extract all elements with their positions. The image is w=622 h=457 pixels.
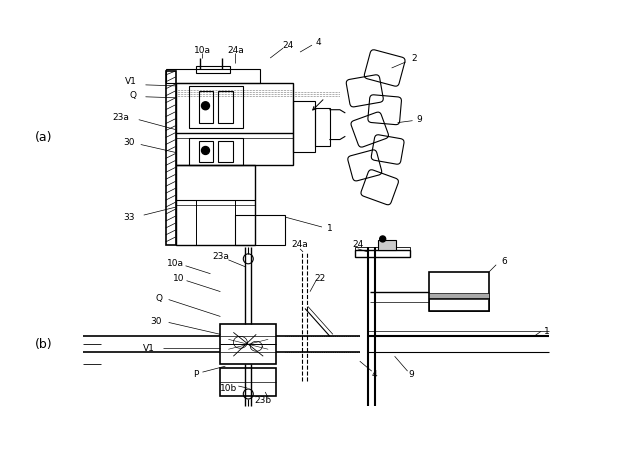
Text: 23a: 23a — [212, 252, 229, 261]
Bar — [165, 71, 175, 245]
Text: 9: 9 — [417, 115, 422, 124]
Text: 24: 24 — [282, 41, 294, 50]
Text: V1: V1 — [125, 77, 137, 86]
Bar — [195, 66, 230, 73]
Bar — [293, 101, 315, 153]
Bar — [220, 324, 276, 364]
Bar — [355, 247, 409, 250]
Bar — [175, 83, 293, 165]
Text: V1: V1 — [143, 344, 155, 353]
Bar — [195, 200, 235, 245]
Bar — [188, 86, 243, 128]
Text: 2: 2 — [412, 53, 417, 63]
Text: 23a: 23a — [113, 113, 129, 122]
Circle shape — [202, 147, 210, 154]
Text: 1: 1 — [327, 224, 333, 234]
Bar — [315, 108, 330, 145]
Text: 24a: 24a — [227, 46, 244, 54]
Bar — [175, 165, 255, 245]
Text: 6: 6 — [501, 257, 507, 266]
Bar — [198, 91, 213, 122]
Text: 10b: 10b — [220, 383, 237, 393]
Bar — [429, 298, 489, 312]
Circle shape — [202, 102, 210, 110]
Text: 30: 30 — [150, 317, 162, 326]
Text: 30: 30 — [123, 138, 134, 147]
Text: 10a: 10a — [194, 46, 211, 54]
Text: 9: 9 — [409, 370, 414, 378]
Bar — [218, 141, 233, 162]
Bar — [198, 141, 213, 162]
Text: Q: Q — [155, 294, 162, 303]
Bar — [355, 250, 409, 257]
Text: 33: 33 — [123, 213, 134, 222]
Text: 22: 22 — [314, 274, 325, 283]
Text: 10a: 10a — [167, 259, 184, 268]
Text: 4: 4 — [372, 370, 378, 378]
Circle shape — [379, 236, 386, 242]
Bar — [235, 215, 285, 245]
Text: 10: 10 — [173, 274, 184, 283]
Bar — [165, 69, 260, 83]
Bar — [188, 138, 243, 165]
Text: Q: Q — [129, 91, 136, 100]
Text: 24: 24 — [352, 240, 363, 250]
Bar — [429, 292, 489, 298]
Bar — [218, 91, 233, 122]
Bar — [429, 272, 489, 312]
Text: P: P — [193, 370, 198, 378]
Text: 1: 1 — [544, 327, 550, 336]
Text: (a): (a) — [34, 131, 52, 144]
Text: (b): (b) — [34, 338, 52, 351]
Bar — [220, 368, 276, 396]
Text: 24a: 24a — [292, 240, 309, 250]
Text: 4: 4 — [315, 37, 321, 47]
Text: 23b: 23b — [254, 396, 272, 405]
Bar — [378, 240, 396, 250]
